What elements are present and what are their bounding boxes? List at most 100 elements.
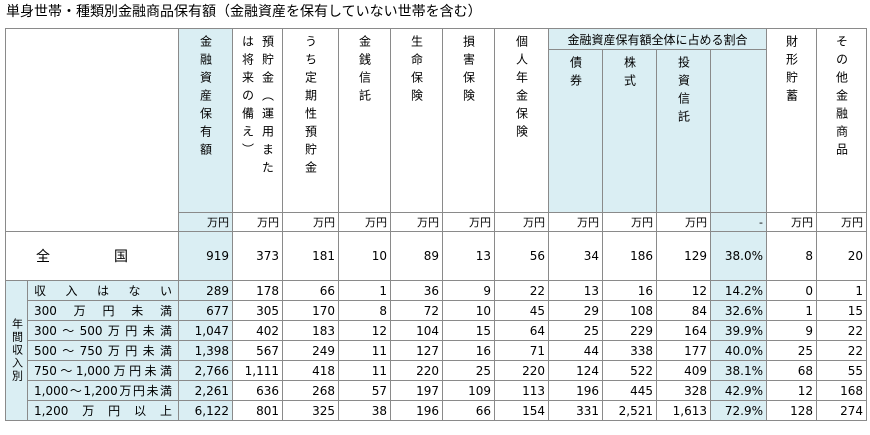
- column-header: その他金融商品: [816, 28, 867, 213]
- value-cell: 36: [390, 280, 443, 301]
- value-cell: 128: [766, 400, 817, 421]
- value-cell: 1,047: [178, 320, 233, 341]
- value-cell: 10: [338, 231, 391, 281]
- header-text: 株式: [622, 56, 637, 92]
- value-cell: 12: [656, 280, 711, 301]
- header-row: 債券 株式 投資信託: [6, 49, 867, 213]
- header-text: 金銭信託: [357, 35, 372, 107]
- value-cell: 8: [338, 300, 391, 321]
- unit-cell: 万円: [548, 212, 603, 232]
- value-cell: 338: [602, 340, 657, 361]
- header-text: その他金融商品: [834, 35, 849, 161]
- value-cell: 1: [338, 280, 391, 301]
- row-label: 1,000～1,200万円未満: [27, 380, 179, 401]
- unit-cell: 万円: [178, 212, 233, 232]
- value-cell: 104: [390, 320, 443, 341]
- value-cell: 8: [766, 231, 817, 281]
- value-cell: 22: [816, 340, 867, 361]
- column-header: 生命保険: [390, 28, 443, 213]
- corner-cell: [5, 28, 179, 232]
- column-header: 個人年金保険: [494, 28, 549, 213]
- value-cell: 56: [494, 231, 549, 281]
- side-label: 年間収入別: [5, 280, 28, 421]
- value-cell: 636: [232, 380, 283, 401]
- value-cell: 328: [656, 380, 711, 401]
- value-cell: 1,613: [656, 400, 711, 421]
- header-text: 投資信託: [676, 56, 691, 128]
- value-cell: 108: [602, 300, 657, 321]
- value-cell: 268: [282, 380, 339, 401]
- income-row: 300～500万円未満 1,047 402 183 12 104 15 64 25 229 164 3…: [6, 320, 867, 341]
- row-label: 500～750万円未満: [27, 340, 179, 361]
- value-cell: 164: [656, 320, 711, 341]
- title: 単身世帯・種類別金融商品保有額（金融資産を保有していない世帯を含む）: [6, 4, 482, 20]
- value-cell: 1,398: [178, 340, 233, 361]
- row-label: 750～1,000万円未満: [27, 360, 179, 381]
- value-cell: 25: [766, 340, 817, 361]
- value-cell: 9: [442, 280, 495, 301]
- value-cell: 522: [602, 360, 657, 381]
- income-row: 1,000～1,200万円未満 2,261 636 268 57 197 109 113 196…: [6, 380, 867, 401]
- column-header: 損害保険: [442, 28, 495, 213]
- column-header: 金融資産保有額: [178, 28, 233, 213]
- value-cell: 409: [656, 360, 711, 381]
- value-cell: 38.1%: [710, 360, 767, 381]
- value-cell: 15: [442, 320, 495, 341]
- value-cell: 113: [494, 380, 549, 401]
- value-cell: 38.0%: [710, 231, 767, 281]
- value-cell: 13: [548, 280, 603, 301]
- value-cell: 12: [338, 320, 391, 341]
- header-text: 預貯金（運用または将来の備え）: [240, 35, 275, 179]
- value-cell: 196: [548, 380, 603, 401]
- column-header: [710, 49, 767, 213]
- income-row: 500～750万円未満 1,398 567 249 11 127 16 71 44 338 177 4…: [6, 340, 867, 361]
- value-cell: 55: [816, 360, 867, 381]
- value-cell: 178: [232, 280, 283, 301]
- value-cell: 249: [282, 340, 339, 361]
- value-cell: 183: [282, 320, 339, 341]
- unit-cell: 万円: [232, 212, 283, 232]
- unit-cell: 万円: [442, 212, 495, 232]
- value-cell: 39.9%: [710, 320, 767, 341]
- value-cell: 197: [390, 380, 443, 401]
- header-text: 損害保険: [461, 35, 476, 107]
- unit-cell: 万円: [494, 212, 549, 232]
- value-cell: 57: [338, 380, 391, 401]
- header-text: うち定期性預貯金: [303, 35, 318, 179]
- value-cell: 12: [766, 380, 817, 401]
- value-cell: 66: [442, 400, 495, 421]
- value-cell: 801: [232, 400, 283, 421]
- column-header: 投資信託: [656, 49, 711, 213]
- value-cell: 64: [494, 320, 549, 341]
- value-cell: 402: [232, 320, 283, 341]
- value-cell: 181: [282, 231, 339, 281]
- value-cell: 325: [282, 400, 339, 421]
- value-cell: 331: [548, 400, 603, 421]
- unit-cell: 万円: [338, 212, 391, 232]
- value-cell: 6,122: [178, 400, 233, 421]
- value-cell: 418: [282, 360, 339, 381]
- column-header: 株式: [602, 49, 657, 213]
- value-cell: 229: [602, 320, 657, 341]
- value-cell: 42.9%: [710, 380, 767, 401]
- value-cell: 129: [656, 231, 711, 281]
- value-cell: 220: [494, 360, 549, 381]
- group-header: 金融資産保有額全体に占める割合: [548, 28, 767, 50]
- value-cell: 1: [816, 280, 867, 301]
- value-cell: 11: [338, 360, 391, 381]
- value-cell: 89: [390, 231, 443, 281]
- value-cell: 68: [766, 360, 817, 381]
- value-cell: 84: [656, 300, 711, 321]
- value-cell: 127: [390, 340, 443, 361]
- row-label: 全国: [5, 231, 179, 281]
- value-cell: 72.9%: [710, 400, 767, 421]
- unit-cell: 万円: [656, 212, 711, 232]
- value-cell: 168: [816, 380, 867, 401]
- holdings-table: 金融資産保有額 預貯金（運用または将来の備え） うち定期性預貯金 金銭信託 生命保険 損害…: [5, 28, 867, 421]
- value-cell: 373: [232, 231, 283, 281]
- value-cell: 16: [602, 280, 657, 301]
- value-cell: 196: [390, 400, 443, 421]
- value-cell: 9: [766, 320, 817, 341]
- value-cell: 22: [816, 320, 867, 341]
- value-cell: 445: [602, 380, 657, 401]
